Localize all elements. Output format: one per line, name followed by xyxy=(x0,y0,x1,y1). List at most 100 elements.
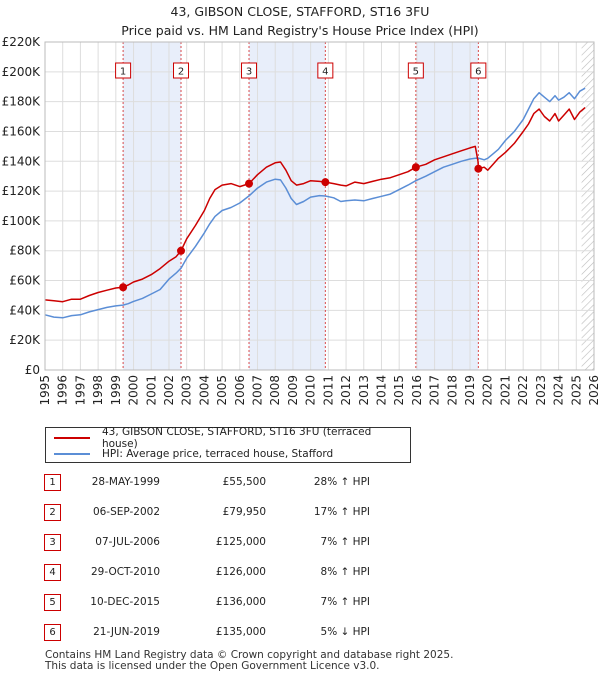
sale-number-label: 4 xyxy=(322,67,328,78)
x-tick-label: 2010 xyxy=(304,375,318,406)
sale-number-badge: 2 xyxy=(44,504,61,521)
hatched-future-region xyxy=(581,42,594,370)
table-row: 6 21-JUN-2019 £135,000 5% ↓ HPI xyxy=(0,618,600,648)
sale-number-box xyxy=(241,62,258,79)
sale-date: 10-DEC-2015 xyxy=(90,596,160,608)
legend-swatch-hpi xyxy=(54,452,90,455)
footer-copyright: Contains HM Land Registry data © Crown c… xyxy=(45,649,454,661)
shaded-ownership-range xyxy=(123,42,182,370)
sale-number-box xyxy=(115,62,132,79)
sale-number-box xyxy=(173,62,190,79)
chart-title-block: 43, GIBSON CLOSE, STAFFORD, ST16 3FU Pri… xyxy=(0,2,600,40)
y-tick-label: £200K xyxy=(2,65,42,79)
x-tick-label: 2005 xyxy=(215,375,229,406)
sale-hpi-diff: 8% ↑ HPI xyxy=(320,566,370,578)
sale-number-badge: 1 xyxy=(44,474,61,491)
sale-price: £125,000 xyxy=(215,536,266,548)
table-row: 2 06-SEP-2002 £79,950 17% ↑ HPI xyxy=(0,498,600,528)
x-tick-label: 2004 xyxy=(197,375,211,406)
y-tick-label: £140K xyxy=(2,154,42,168)
sale-point xyxy=(411,163,420,172)
x-tick-label: 2011 xyxy=(321,375,335,406)
sale-hpi-diff: 17% ↑ HPI xyxy=(313,506,370,518)
sale-number-label: 5 xyxy=(413,67,419,78)
x-tick-label: 2001 xyxy=(144,375,158,406)
x-tick-label: 2018 xyxy=(445,375,459,406)
sale-date: 29-OCT-2010 xyxy=(91,566,160,578)
x-tick-label: 2003 xyxy=(180,375,194,406)
x-tick-label: 2012 xyxy=(339,375,353,406)
table-row: 1 28-MAY-1999 £55,500 28% ↑ HPI xyxy=(0,468,600,498)
sale-hpi-diff: 28% ↑ HPI xyxy=(313,476,370,488)
x-tick-label: 1997 xyxy=(73,375,87,406)
x-tick-label: 2020 xyxy=(481,375,495,406)
x-tick-label: 2014 xyxy=(374,375,388,406)
chart-title: 43, GIBSON CLOSE, STAFFORD, ST16 3FU xyxy=(170,4,430,19)
x-tick-label: 2015 xyxy=(392,375,406,406)
sale-date: 28-MAY-1999 xyxy=(91,476,160,488)
y-tick-label: £120K xyxy=(2,184,42,198)
property-series-line xyxy=(44,107,586,303)
x-tick-label: 1995 xyxy=(38,375,52,406)
x-tick-label: 2008 xyxy=(268,375,282,406)
legend-label-hpi: HPI: Average price, terraced house, Staf… xyxy=(102,447,334,460)
sale-point xyxy=(119,283,128,292)
x-tick-label: 2002 xyxy=(162,375,176,406)
sale-price: £135,000 xyxy=(215,626,266,638)
table-row: 5 10-DEC-2015 £136,000 7% ↑ HPI xyxy=(0,588,600,618)
table-row: 3 07-JUL-2006 £125,000 7% ↑ HPI xyxy=(0,528,600,558)
sale-hpi-diff: 7% ↑ HPI xyxy=(320,536,370,548)
y-tick-label: £40K xyxy=(9,303,41,317)
sale-date: 06-SEP-2002 xyxy=(92,506,160,518)
footer-licence: This data is licensed under the Open Gov… xyxy=(45,660,380,672)
sale-number-label: 2 xyxy=(178,67,184,78)
sale-price: £126,000 xyxy=(215,566,266,578)
chart-legend: 43, GIBSON CLOSE, STAFFORD, ST16 3FU (te… xyxy=(45,426,411,463)
x-tick-label: 1999 xyxy=(109,375,123,406)
sale-point xyxy=(245,179,254,188)
sale-number-badge: 3 xyxy=(44,534,61,551)
chart-subtitle: Price paid vs. HM Land Registry's House … xyxy=(121,23,479,38)
x-tick-label: 2023 xyxy=(534,375,548,406)
sale-price: £79,950 xyxy=(222,506,266,518)
x-tick-label: 2019 xyxy=(463,375,477,406)
x-tick-label: 2025 xyxy=(569,375,583,406)
x-tick-label: 2000 xyxy=(127,375,141,406)
sale-number-box xyxy=(317,62,334,79)
y-tick-label: £80K xyxy=(9,244,41,258)
x-tick-label: 2006 xyxy=(233,375,247,406)
y-tick-label: £20K xyxy=(9,333,41,347)
sale-number-box xyxy=(407,62,424,79)
sale-number-badge: 4 xyxy=(44,564,61,581)
legend-item-hpi: HPI: Average price, terraced house, Staf… xyxy=(54,446,333,461)
x-tick-label: 1996 xyxy=(56,375,70,406)
x-tick-label: 2022 xyxy=(516,375,530,406)
y-tick-label: £100K xyxy=(2,214,42,228)
y-tick-label: £160K xyxy=(2,124,42,138)
plot-frame xyxy=(44,41,595,371)
legend-swatch-property xyxy=(54,436,90,439)
sale-number-label: 6 xyxy=(475,67,481,78)
sale-point xyxy=(177,246,186,255)
x-tick-label: 2021 xyxy=(498,375,512,406)
footer-attribution: Contains HM Land Registry data © Crown c… xyxy=(45,650,453,672)
sale-price: £136,000 xyxy=(215,596,266,608)
x-tick-label: 2026 xyxy=(587,375,600,406)
legend-label-property: 43, GIBSON CLOSE, STAFFORD, ST16 3FU (te… xyxy=(101,425,372,450)
x-tick-label: 1998 xyxy=(91,375,105,406)
y-tick-label: £60K xyxy=(9,274,41,288)
sale-number-box xyxy=(470,62,487,79)
sale-number-badge: 5 xyxy=(44,594,61,611)
sale-number-label: 3 xyxy=(246,67,252,78)
legend-item-property: 43, GIBSON CLOSE, STAFFORD, ST16 3FU (te… xyxy=(54,426,410,450)
shaded-ownership-range xyxy=(249,42,326,370)
x-tick-label: 2017 xyxy=(428,375,442,406)
sale-price: £55,500 xyxy=(222,476,266,488)
y-tick-label: £180K xyxy=(2,95,42,109)
sale-point xyxy=(321,178,330,187)
sale-point xyxy=(474,164,483,173)
y-tick-label: £220K xyxy=(2,35,42,49)
price-chart: £0 £20K £40K £60K £80K £100K £120K £140K £160K £1… xyxy=(2,35,600,406)
shaded-ownership-range xyxy=(415,42,479,370)
y-tick-label: £0 xyxy=(25,363,40,377)
